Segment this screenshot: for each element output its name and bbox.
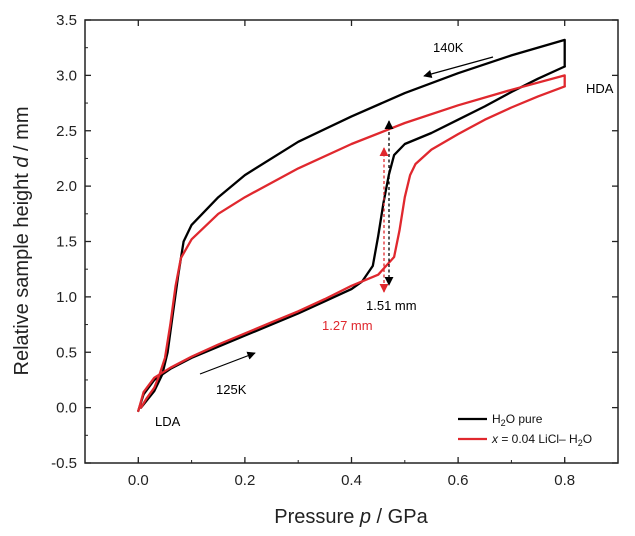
y-axis-title-suffix: / mm bbox=[11, 106, 33, 156]
x-tick-label: 0.2 bbox=[234, 472, 255, 489]
series-pure-compression-line bbox=[137, 65, 566, 413]
series-pure-decompression-line bbox=[139, 38, 566, 409]
x-tick-label: 0.4 bbox=[341, 472, 362, 489]
x-axis-ticks: 0.0 0.2 0.4 0.6 0.8 bbox=[84, 20, 619, 489]
arrow-140k bbox=[423, 56, 494, 79]
legend: H2O pure x = 0.04 LiCl– H2O bbox=[458, 412, 592, 448]
x-axis-title: Pressure p / GPa bbox=[274, 506, 428, 528]
y-axis-title: Relative sample height d / mm bbox=[11, 106, 33, 375]
legend-licl-b: O bbox=[583, 432, 592, 446]
y-tick-label: 3.5 bbox=[56, 12, 77, 29]
legend-pure-sub: 2 bbox=[501, 418, 506, 428]
x-tick-label: 0.6 bbox=[448, 472, 469, 489]
x-axis-title-variable: p bbox=[359, 506, 371, 528]
y-tick-label: 1.5 bbox=[56, 234, 77, 251]
y-axis-title-variable: d bbox=[11, 156, 33, 168]
y-tick-label: 3.0 bbox=[56, 67, 77, 84]
x-tick-label: 0.0 bbox=[128, 472, 149, 489]
series-licl-compression-line bbox=[137, 85, 566, 413]
y-axis-ticks: -0.5 0.0 0.5 1.0 1.5 2.0 2.5 3.0 3.5 bbox=[51, 12, 618, 472]
label-125k: 125K bbox=[216, 382, 247, 397]
x-axis-title-suffix: / GPa bbox=[371, 506, 429, 528]
series-licl-decompression-line bbox=[139, 74, 566, 409]
label-black-gap: 1.51 mm bbox=[366, 298, 417, 313]
label-red-gap: 1.27 mm bbox=[322, 318, 373, 333]
label-hda: HDA bbox=[586, 81, 614, 96]
y-tick-label: 2.5 bbox=[56, 123, 77, 140]
label-lda: LDA bbox=[155, 414, 181, 429]
y-tick-label: 0.0 bbox=[56, 400, 77, 417]
y-tick-label: 2.0 bbox=[56, 178, 77, 195]
x-axis-title-prefix: Pressure bbox=[274, 506, 360, 528]
plot-frame bbox=[84, 19, 619, 464]
y-tick-label: 1.0 bbox=[56, 289, 77, 306]
legend-licl-sub: 2 bbox=[578, 438, 583, 448]
y-tick-label: 0.5 bbox=[56, 344, 77, 361]
x-tick-label: 0.8 bbox=[554, 472, 575, 489]
legend-label-licl: x = 0.04 LiCl– H2O bbox=[491, 432, 592, 448]
legend-licl-a: = 0.04 LiCl– H bbox=[498, 432, 578, 446]
series-layer bbox=[137, 38, 566, 413]
arrow-125k bbox=[199, 351, 256, 375]
y-tick-label: -0.5 bbox=[51, 455, 77, 472]
label-140k: 140K bbox=[433, 40, 464, 55]
legend-licl-var: x bbox=[491, 432, 499, 446]
y-axis-title-prefix: Relative sample height bbox=[11, 168, 33, 376]
legend-pure-a: H bbox=[492, 412, 501, 426]
legend-label-pure: H2O pure bbox=[492, 412, 543, 428]
legend-pure-b: O pure bbox=[506, 412, 543, 426]
